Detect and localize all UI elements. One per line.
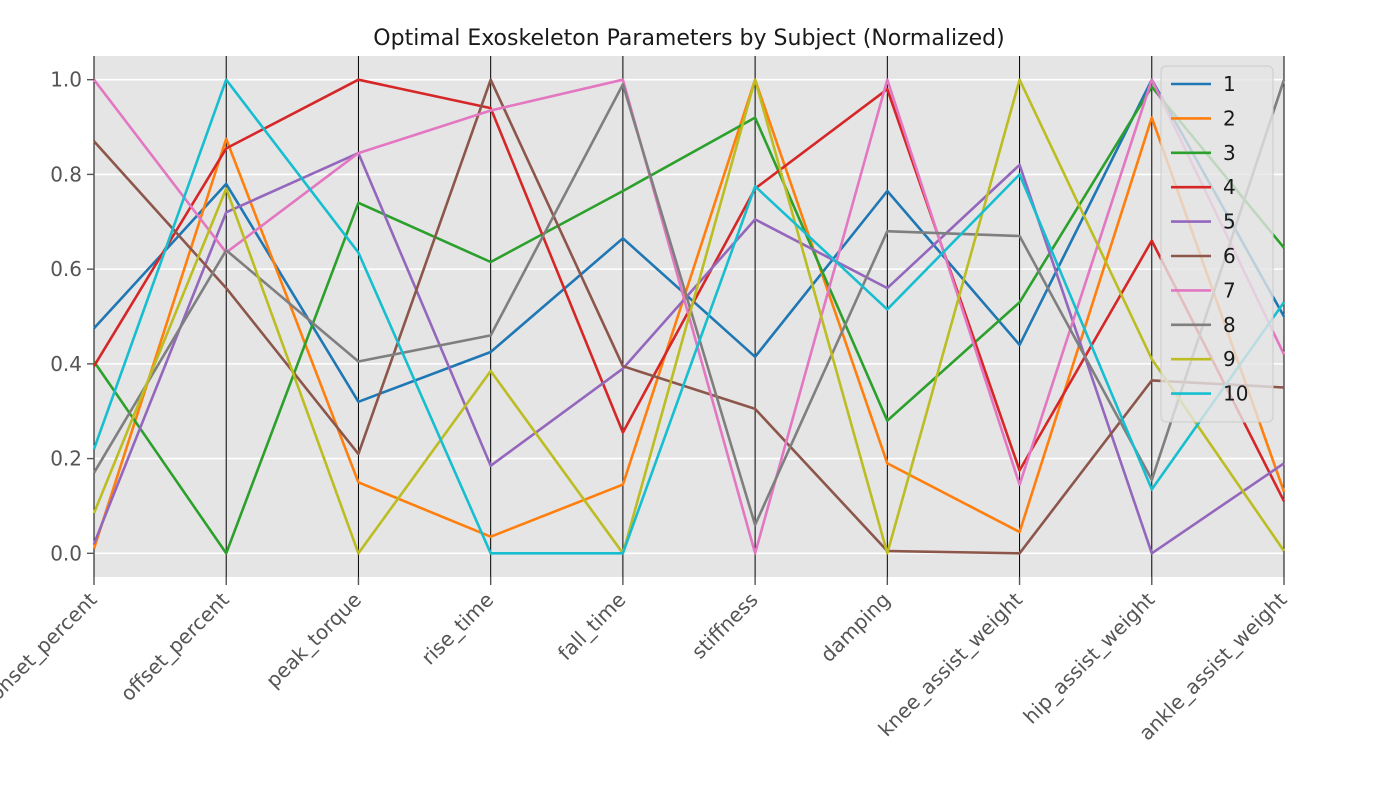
grid-layer (94, 78, 1284, 555)
legend-label-3: 3 (1223, 141, 1236, 165)
x-tick-label-hip_assist_weight: hip_assist_weight (1018, 587, 1159, 728)
x-tick-label-fall_time: fall_time (553, 588, 631, 666)
x-tick-label-damping: damping (816, 588, 895, 667)
legend-label-8: 8 (1223, 313, 1236, 337)
legend-label-1: 1 (1223, 72, 1236, 96)
series-line-8 (92, 79, 1286, 527)
series-line-10 (92, 78, 1286, 555)
y-tick-label: 0.2 (50, 447, 82, 471)
x-tick-label-offset_percent: offset_percent (116, 587, 234, 705)
x-tick-label-stiffness: stiffness (687, 588, 763, 664)
y-tick-label: 0.6 (50, 257, 82, 281)
legend-label-10: 10 (1223, 382, 1248, 406)
x-tick-label-ankle_assist_weight: ankle_assist_weight (1134, 587, 1292, 745)
series-line-2 (92, 78, 1286, 549)
series-line-9 (92, 78, 1286, 555)
series-line-1 (93, 78, 1286, 404)
legend-label-9: 9 (1223, 347, 1236, 371)
series-line-3 (92, 85, 1286, 555)
y-tick-labels: 0.0 0.2 0.4 0.6 0.8 1.0 (50, 68, 94, 565)
x-tick-label-peak_torque: peak_torque (261, 588, 366, 693)
x-tick-label-knee_assist_weight: knee_assist_weight (873, 587, 1027, 741)
legend-label-6: 6 (1223, 244, 1236, 268)
legend-label-2: 2 (1223, 106, 1236, 130)
legend: 1 2 3 4 5 6 7 8 9 10 (1160, 65, 1274, 423)
y-tick-label: 0.0 (50, 541, 82, 565)
legend-label-4: 4 (1223, 175, 1236, 199)
y-tick-label: 0.4 (50, 352, 82, 376)
series-layer (92, 78, 1286, 555)
legend-label-7: 7 (1223, 278, 1236, 302)
chart-title: Optimal Exoskeleton Parameters by Subjec… (373, 26, 1004, 51)
y-tick-label: 1.0 (50, 68, 82, 92)
legend-label-5: 5 (1223, 210, 1236, 234)
x-tick-label-onset_percent: onset_percent (0, 587, 102, 705)
legend-frame (1160, 65, 1274, 423)
x-tick-labels: onset_percent offset_percent peak_torque ri… (0, 577, 1292, 745)
x-tick-label-rise_time: rise_time (416, 588, 498, 670)
y-tick-label: 0.8 (50, 162, 82, 186)
